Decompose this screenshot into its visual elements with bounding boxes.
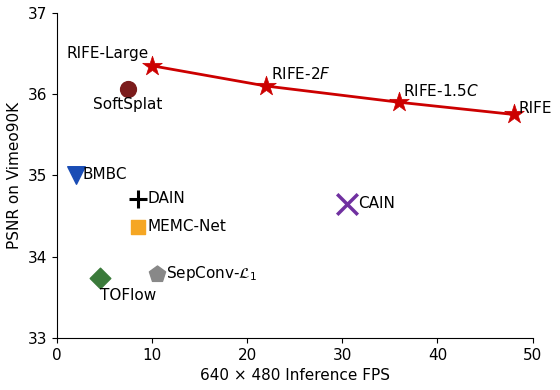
Point — [147, 63, 156, 69]
Text: DAIN: DAIN — [147, 191, 185, 206]
Point — [152, 271, 161, 277]
Text: CAIN: CAIN — [358, 196, 395, 211]
Text: MEMC-Net: MEMC-Net — [147, 219, 226, 234]
Point — [95, 275, 104, 282]
Point — [133, 196, 142, 202]
Point — [509, 111, 518, 117]
Text: RIFE: RIFE — [519, 101, 552, 116]
Point — [343, 201, 352, 207]
Point — [71, 172, 80, 178]
Point — [395, 99, 404, 105]
Point — [124, 86, 133, 92]
Y-axis label: PSNR on Vimeo90K: PSNR on Vimeo90K — [7, 102, 22, 249]
Text: RIFE-Large: RIFE-Large — [67, 46, 149, 61]
Text: SoftSplat: SoftSplat — [94, 98, 163, 112]
Text: SepConv-$\mathcal{L}_1$: SepConv-$\mathcal{L}_1$ — [166, 264, 258, 283]
Point — [262, 83, 270, 89]
Text: BMBC: BMBC — [82, 167, 127, 182]
Text: RIFE-$2F$: RIFE-$2F$ — [271, 66, 330, 82]
Point — [133, 223, 142, 230]
Text: RIFE-$1.5C$: RIFE-$1.5C$ — [403, 83, 479, 99]
Text: TOFlow: TOFlow — [100, 288, 156, 303]
X-axis label: 640 × 480 Inference FPS: 640 × 480 Inference FPS — [200, 368, 390, 383]
